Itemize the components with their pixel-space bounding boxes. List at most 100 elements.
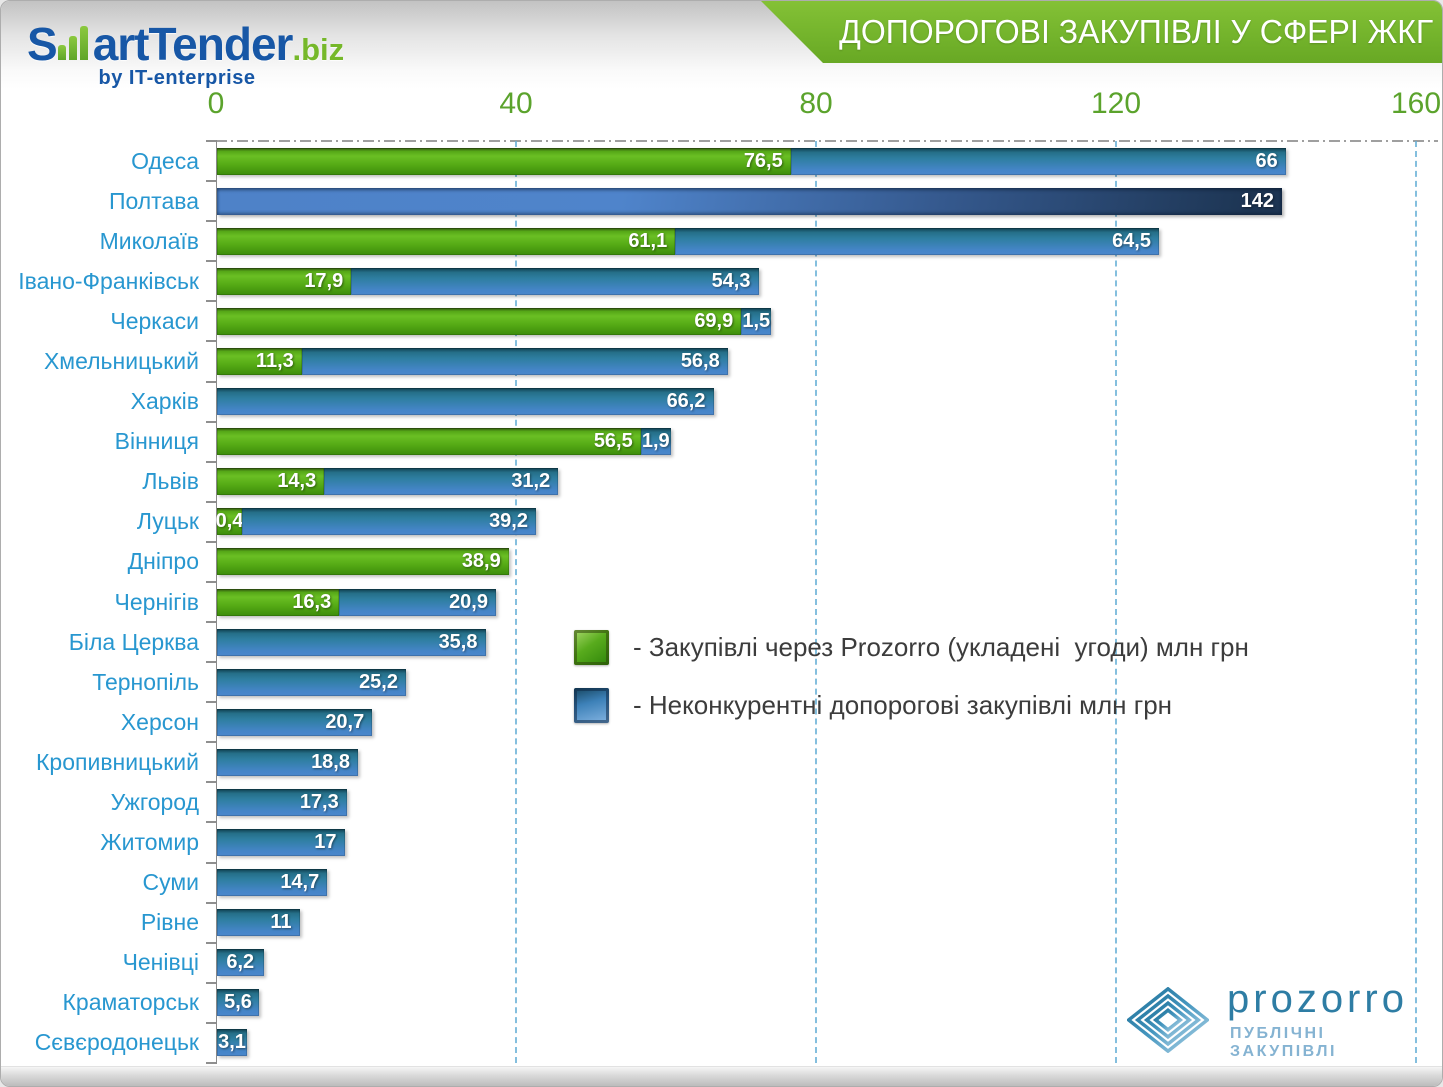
bar-value-label: 14,3 <box>277 470 317 493</box>
bar-segment-noncompetitive: 66 <box>790 147 1286 175</box>
bar-value-label: 25,2 <box>359 670 398 693</box>
bar-segment-prozorro: 38,9 <box>217 548 509 576</box>
bar-segment-prozorro: 56,5 <box>217 428 641 456</box>
bar-value-label: 5,6 <box>224 991 252 1014</box>
bar-segment-noncompetitive: 142 <box>217 187 1282 215</box>
gridline <box>1415 141 1417 1063</box>
y-axis-tick <box>206 540 216 543</box>
bar-segment-noncompetitive: 1,5 <box>741 307 772 335</box>
bar-value-label: 0,4 <box>215 510 244 533</box>
category-label: Вінниця <box>114 428 199 455</box>
bar-value-label: 17 <box>314 831 337 854</box>
category-label: Суми <box>142 869 199 896</box>
category-label: Дніпро <box>127 548 199 575</box>
bar-value-label: 76,5 <box>743 149 783 172</box>
x-axis-tick-label: 0 <box>207 87 225 120</box>
y-axis-tick <box>206 580 216 583</box>
bar-segment-noncompetitive: 6,2 <box>217 949 264 977</box>
bar-segment-prozorro: 11,3 <box>217 347 302 375</box>
y-axis-tick <box>206 1021 216 1024</box>
y-axis-tick <box>206 300 216 303</box>
category-label: Рівне <box>140 909 199 936</box>
bar-value-label: 38,9 <box>461 550 501 573</box>
bar-segment-noncompetitive: 11 <box>217 909 300 937</box>
bar-value-label: 18,8 <box>311 750 350 773</box>
x-axis-tick-label: 160 <box>1390 87 1442 120</box>
category-label: Житомир <box>100 829 199 856</box>
legend-swatch-green <box>574 630 609 665</box>
y-axis-tick <box>206 460 216 463</box>
category-label: Біла Церква <box>68 628 199 655</box>
bar-segment-prozorro: 76,5 <box>217 147 791 175</box>
category-label: Херсон <box>120 708 199 735</box>
bar-segment-noncompetitive: 54,3 <box>351 267 759 295</box>
x-axis-tick-label: 80 <box>799 87 833 120</box>
bar-value-label: 20,9 <box>449 590 488 613</box>
category-label: Ужгород <box>110 788 199 815</box>
bar-segment-noncompetitive: 25,2 <box>217 668 406 696</box>
category-label: Сєвєродонецьк <box>34 1029 199 1056</box>
y-axis-line <box>216 140 217 1064</box>
logo-byline: by IT-enterprise <box>98 67 256 89</box>
bar-segment-noncompetitive: 20,7 <box>217 708 373 736</box>
bar-value-label: 69,9 <box>694 309 734 332</box>
bar-value-label: 66 <box>1255 149 1278 172</box>
y-axis-tick <box>206 861 216 864</box>
bar-segment-noncompetitive: 56,8 <box>301 347 728 375</box>
prozorro-subtitle: ПУБЛІЧНІ ЗАКУПІВЛІ <box>1230 1025 1337 1060</box>
logo-letter-s: S <box>27 18 58 70</box>
bar-value-label: 61,1 <box>628 229 668 252</box>
x-axis-tick-label: 120 <box>1090 87 1142 120</box>
bar-value-label: 31,2 <box>511 470 551 493</box>
x-axis-line <box>216 140 1438 142</box>
bar-segment-prozorro: 16,3 <box>217 588 340 616</box>
bar-segment-noncompetitive: 17,3 <box>217 788 347 816</box>
bar-value-label: 56,5 <box>593 430 633 453</box>
category-label: Кропивницький <box>36 748 199 775</box>
category-label: Івано-Франківськ <box>18 267 199 294</box>
bar-value-label: 11 <box>270 911 292 934</box>
bar-segment-noncompetitive: 17 <box>217 829 345 857</box>
bar-value-label: 17,9 <box>304 269 344 292</box>
y-axis-tick <box>206 821 216 824</box>
y-axis-tick <box>206 941 216 944</box>
prozorro-diamond-icon <box>1127 987 1209 1053</box>
y-axis-tick <box>206 340 216 343</box>
y-axis-tick <box>206 260 216 263</box>
gridline <box>815 141 817 1063</box>
category-label: Одеса <box>131 147 199 174</box>
category-label: Львів <box>142 468 199 495</box>
bar-segment-prozorro: 61,1 <box>217 227 676 255</box>
bar-segment-noncompetitive: 66,2 <box>217 388 714 416</box>
y-axis-tick <box>206 180 216 183</box>
gridline <box>1115 141 1117 1063</box>
bar-value-label: 56,8 <box>680 349 720 372</box>
y-axis-tick <box>206 901 216 904</box>
legend-label: - Закупівлі через Prozorro (укладені уго… <box>633 632 1249 662</box>
y-axis-tick <box>206 140 216 142</box>
bar-value-label: 64,5 <box>1112 229 1151 252</box>
bar-value-label: 35,8 <box>438 630 478 653</box>
bar-segment-noncompetitive: 31,2 <box>324 468 559 496</box>
bar-segment-noncompetitive: 3,1 <box>217 1029 247 1057</box>
footer-strip <box>1 1066 1442 1086</box>
bar-value-label: 20,7 <box>325 710 365 733</box>
bar-segment-noncompetitive: 5,6 <box>217 989 259 1017</box>
category-label: Харків <box>130 388 199 415</box>
logo-biz-suffix: .biz <box>292 32 345 67</box>
gridline <box>515 141 517 1063</box>
y-axis-tick <box>206 741 216 744</box>
category-label: Полтава <box>108 187 199 214</box>
category-label: Хмельницький <box>43 347 199 374</box>
prozorro-wordmark: prozorro <box>1227 977 1408 1021</box>
bar-value-label: 1,9 <box>641 430 670 453</box>
category-label: Миколаїв <box>99 227 199 254</box>
bar-segment-prozorro: 69,9 <box>217 307 742 335</box>
y-axis-tick <box>206 661 216 664</box>
logo-main-text: artTender <box>92 18 294 70</box>
bar-segment-noncompetitive: 1,9 <box>640 428 671 456</box>
title-banner: ДОПОРОГОВІ ЗАКУПІВЛІ У СФЕРІ ЖКГ <box>761 1 1442 63</box>
